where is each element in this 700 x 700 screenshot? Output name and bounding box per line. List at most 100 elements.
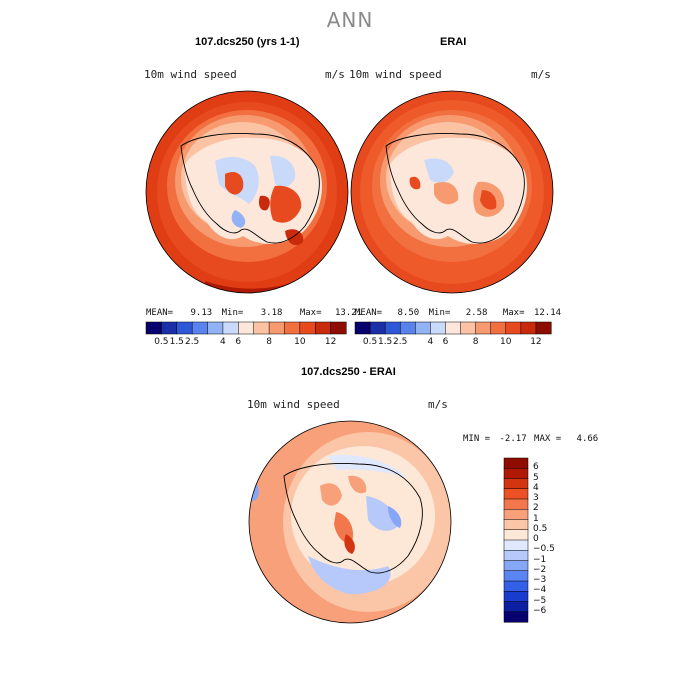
- colorbar-ticks-obs: 0.5 1.5 2.5 4 6 8 10 12: [355, 337, 551, 349]
- colorbar-swatch: [503, 550, 529, 562]
- colorbar-tick-label: 0.5: [533, 523, 548, 534]
- min-label: Min=: [428, 308, 451, 318]
- variable-label-diff: 10m wind speed: [247, 398, 340, 411]
- colorbar-swatch: [253, 321, 270, 335]
- stats-diff: MIN = -2.17 MAX = 4.66: [463, 434, 598, 444]
- colorbar-tick-label: 8: [472, 337, 479, 347]
- colorbar-swatch: [222, 321, 239, 335]
- colorbar-tick-label: 6: [533, 462, 539, 473]
- colorbar-model: [145, 321, 347, 335]
- units-label-obs: m/s: [531, 68, 551, 81]
- colorbar-tick-label: 0.5: [362, 337, 378, 347]
- coastline: [283, 463, 423, 574]
- colorbar-swatch: [503, 529, 529, 541]
- max-value: 12.14: [533, 308, 562, 318]
- coastline: [385, 133, 525, 244]
- colorbar-diff: [503, 457, 529, 623]
- colorbar-swatch: [503, 611, 529, 623]
- variable-label-model: 10m wind speed: [144, 68, 237, 81]
- max-label: Max=: [299, 308, 322, 318]
- colorbar-tick-label: −4: [533, 585, 547, 596]
- colorbar-swatch: [503, 468, 529, 480]
- panel-title-diff: 107.dcs250 - ERAI: [301, 366, 396, 378]
- colorbar-tick-label: 1.5: [169, 337, 184, 347]
- colorbar-tick-label: 6: [442, 337, 449, 347]
- colorbar-tick-label: 5: [533, 472, 539, 483]
- colorbar-tick-label: 2: [533, 503, 539, 514]
- colorbar-swatch: [503, 580, 529, 592]
- colorbar-swatch: [535, 321, 552, 335]
- mean-value: 8.50: [397, 308, 420, 318]
- colorbar-tick-label: 3: [533, 493, 539, 503]
- polar-map-obs: [350, 90, 554, 294]
- max-label: MAX =: [534, 434, 562, 444]
- colorbar-tick-label: 0: [533, 534, 539, 544]
- colorbar-swatch: [314, 321, 332, 335]
- colorbar-swatch: [503, 478, 529, 490]
- polar-map-model: [145, 90, 349, 294]
- stats-model: MEAN= 9.13 Min= 3.18 Max= 13.21: [146, 308, 362, 318]
- mean-label: MEAN=: [146, 308, 174, 318]
- colorbar-swatch: [354, 321, 371, 335]
- page-title: ANN: [326, 8, 374, 32]
- colorbar-tick-label: 1.5: [377, 337, 393, 347]
- colorbar-tick-label: −0.5: [533, 544, 555, 555]
- colorbar-swatch: [520, 321, 537, 335]
- colorbar-tick-label: −3: [533, 575, 547, 585]
- stats-obs: MEAN= 8.50 Min= 2.58 Max= 12.14: [355, 308, 561, 318]
- colorbar-swatch: [284, 321, 301, 335]
- colorbar-tick-label: 4: [427, 337, 434, 347]
- colorbar-tick-label: 1: [533, 513, 539, 524]
- colorbar-swatch: [503, 601, 529, 613]
- colorbar-swatch: [238, 321, 255, 335]
- mean-value: 9.13: [190, 308, 213, 318]
- colorbar-tick-label: −2: [533, 564, 547, 575]
- min-label: MIN =: [463, 434, 491, 444]
- colorbar-swatch: [445, 321, 462, 335]
- colorbar-swatch: [299, 321, 316, 335]
- colorbar-tick-label: 12: [530, 337, 542, 347]
- colorbar-swatch: [430, 321, 447, 335]
- colorbar-swatch: [503, 560, 529, 572]
- colorbar-tick-label: 8: [266, 337, 272, 347]
- min-value: 3.18: [260, 308, 283, 318]
- panel-title-model: 107.dcs250 (yrs 1-1): [195, 36, 300, 48]
- variable-label-obs: 10m wind speed: [349, 68, 442, 81]
- min-value: -2.17: [499, 434, 527, 444]
- colorbar-tick-label: −5: [533, 595, 547, 606]
- mean-label: MEAN=: [355, 308, 383, 318]
- colorbar-tick-label: −1: [533, 554, 547, 565]
- colorbar-tick-label: 2.5: [184, 337, 200, 347]
- colorbar-swatch: [268, 321, 286, 335]
- colorbar-swatch: [475, 321, 492, 335]
- max-value: 4.66: [576, 434, 599, 444]
- colorbar-swatch: [399, 321, 416, 335]
- colorbar-swatch: [460, 321, 477, 335]
- min-value: 2.58: [465, 308, 488, 318]
- colorbar-swatch: [415, 321, 431, 335]
- colorbar-swatch: [145, 321, 162, 335]
- colorbar-tick-label: 2.5: [393, 337, 408, 347]
- colorbar-tick-label: 4: [533, 482, 539, 493]
- colorbar-swatch: [161, 321, 178, 335]
- units-label-diff: m/s: [428, 398, 448, 411]
- max-value: 13.21: [334, 308, 363, 318]
- colorbar-swatch: [503, 457, 529, 469]
- units-label-model: m/s: [325, 68, 345, 81]
- colorbar-swatch: [490, 321, 507, 335]
- polar-map-diff: [248, 420, 452, 624]
- colorbar-swatch: [191, 321, 209, 335]
- colorbar-swatch: [503, 488, 529, 500]
- colorbar-swatch: [505, 321, 522, 335]
- colorbar-swatch: [503, 570, 529, 582]
- colorbar-tick-label: 10: [500, 337, 512, 347]
- colorbar-obs: [354, 321, 552, 335]
- colorbar-tick-label: 4: [220, 337, 226, 347]
- colorbar-tick-label: 12: [324, 337, 337, 347]
- colorbar-swatch: [176, 321, 193, 335]
- colorbar-tick-label: −6: [533, 605, 547, 616]
- colorbar-tick-label: 0.5: [154, 337, 169, 347]
- max-label: Max=: [502, 308, 525, 318]
- colorbar-tick-label: 10: [294, 337, 306, 347]
- colorbar-swatch: [503, 519, 529, 531]
